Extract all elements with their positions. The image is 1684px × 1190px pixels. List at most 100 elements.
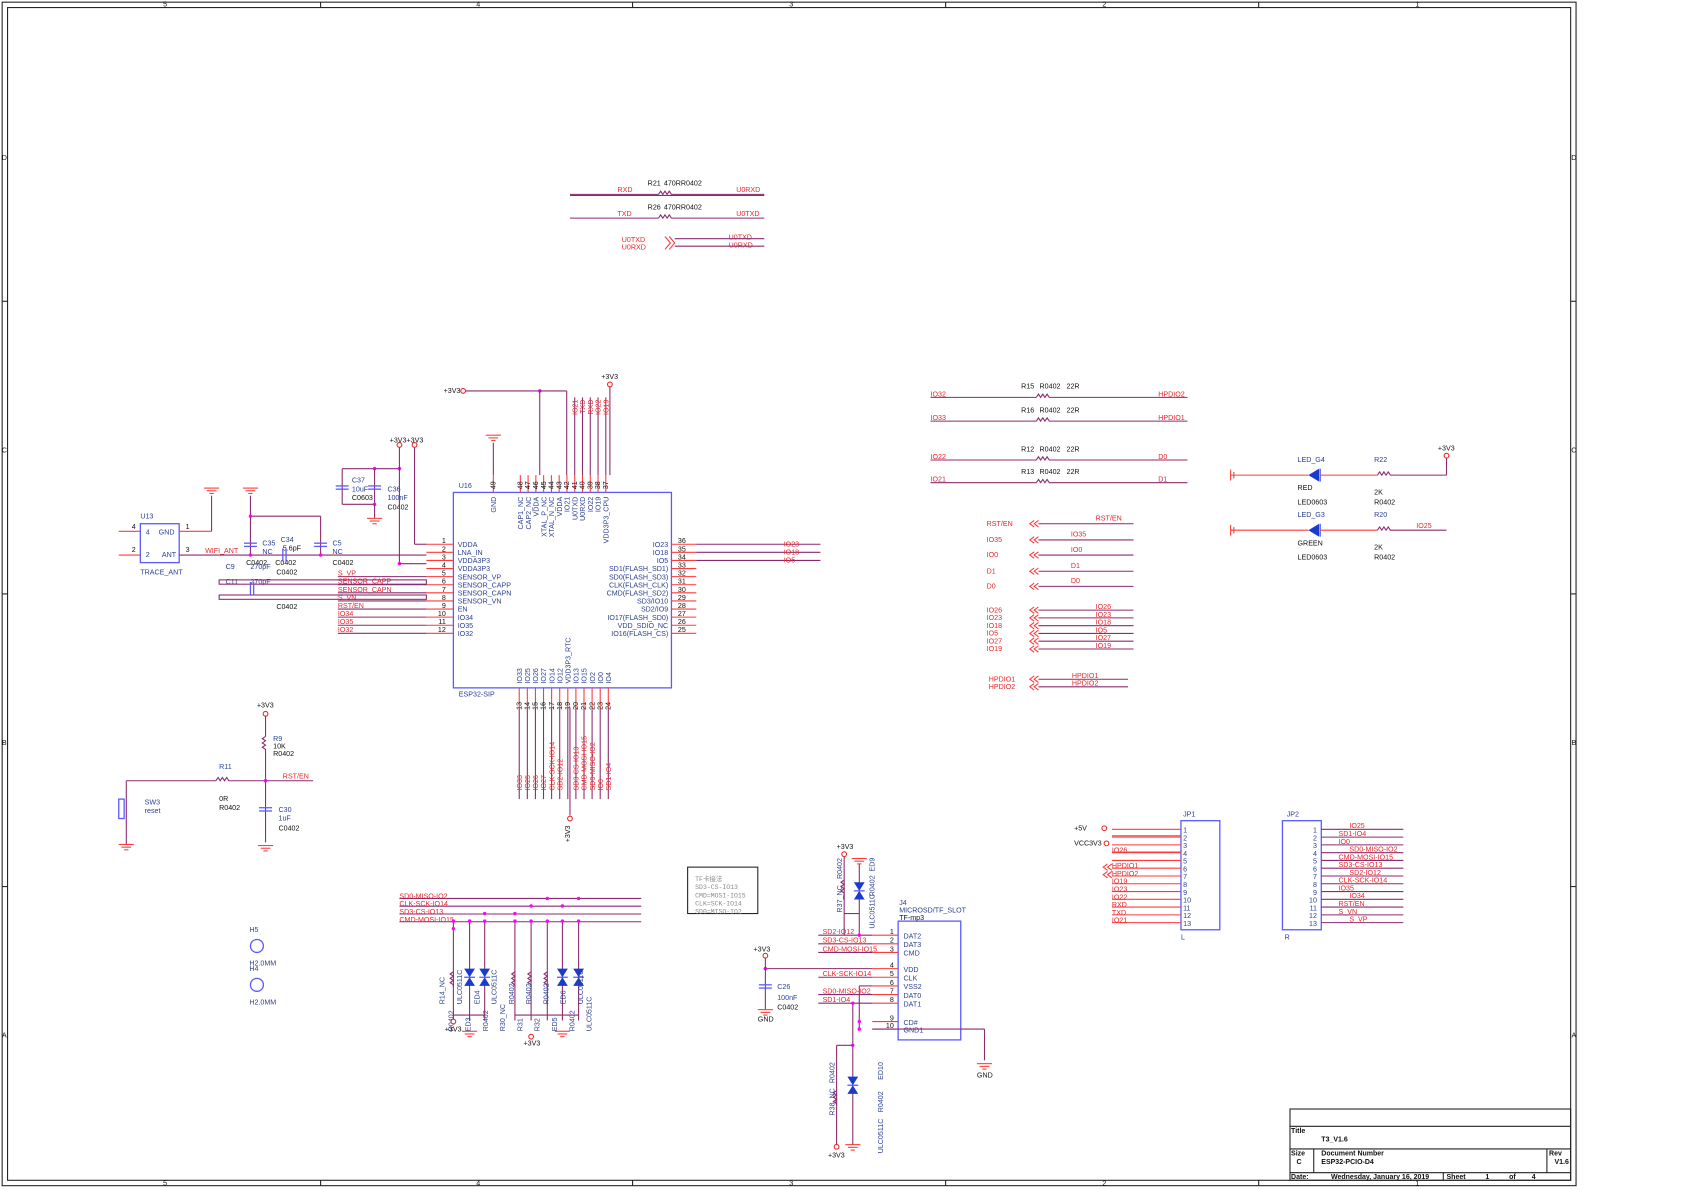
pin-number: 4 bbox=[442, 561, 446, 569]
junction-dot bbox=[248, 514, 253, 518]
label: +3V3 bbox=[257, 701, 274, 709]
net-label: IO35 bbox=[338, 618, 353, 626]
label: IO32 bbox=[931, 390, 946, 398]
net-label: HPDIO1 bbox=[1112, 862, 1139, 870]
pin-name: IO18 bbox=[653, 549, 668, 557]
column-label: 5 bbox=[163, 1180, 167, 1188]
label: R0402 bbox=[1040, 445, 1061, 453]
pin-name: VDD bbox=[904, 966, 919, 974]
label: H4 bbox=[249, 965, 258, 973]
junction-dot bbox=[529, 904, 533, 908]
label: GND bbox=[159, 529, 175, 537]
junction-dot bbox=[857, 933, 861, 937]
net-label: S_VP bbox=[338, 570, 356, 578]
u16-ref: U16 bbox=[459, 482, 472, 490]
label: IO27 bbox=[987, 637, 1002, 645]
net-label: SD3-CS-IO13 bbox=[573, 747, 581, 791]
pin-name: CLK bbox=[904, 975, 918, 983]
label: 4 bbox=[146, 529, 150, 537]
pin-name: DAT2 bbox=[904, 932, 922, 940]
pin-name: IO17(FLASH_SD0) bbox=[607, 614, 668, 622]
net-label: U0RXD bbox=[622, 243, 646, 251]
pin-number: 10 bbox=[1183, 897, 1191, 905]
row-label: B bbox=[1572, 739, 1577, 747]
column-label: 5 bbox=[163, 0, 167, 8]
net-label: SENSOR_CAPP bbox=[338, 578, 392, 586]
pin-name: VSS2 bbox=[904, 983, 922, 991]
row-label: A bbox=[1572, 1032, 1577, 1040]
label: IO18 bbox=[987, 622, 1002, 630]
pin-number: 12 bbox=[1309, 912, 1317, 920]
pin-number: 7 bbox=[890, 987, 894, 995]
pin-name: U0TXD bbox=[571, 497, 579, 520]
net-label: IO23 bbox=[784, 540, 799, 548]
junction-dot bbox=[318, 553, 323, 557]
label: 4 bbox=[132, 523, 136, 531]
led-icon bbox=[1308, 523, 1320, 537]
pin-number: 11 bbox=[1310, 904, 1317, 912]
junction-dot bbox=[529, 919, 533, 923]
label: 100nF bbox=[388, 494, 409, 502]
part-label: ULC0511C bbox=[577, 970, 585, 1005]
label: Title bbox=[1291, 1128, 1305, 1135]
label: +3V3 bbox=[1438, 444, 1455, 452]
pin-number: 13 bbox=[1183, 920, 1191, 928]
label: R0402 bbox=[1040, 468, 1061, 476]
resistor-icon bbox=[658, 190, 674, 196]
pin-name: IO33 bbox=[516, 668, 524, 683]
label: +3V3 bbox=[837, 843, 854, 851]
net-label: IO32 bbox=[338, 626, 353, 634]
pin-name: GND bbox=[490, 497, 498, 513]
net-label: IO19 bbox=[1112, 878, 1127, 886]
part-label: R14_NC bbox=[439, 977, 447, 1004]
net-label: IO25 bbox=[524, 775, 532, 790]
u13-body bbox=[139, 523, 180, 564]
resistor-icon bbox=[1376, 525, 1393, 532]
net-label: SD2-IO12 bbox=[1349, 869, 1381, 877]
pin-name: VDDA3P3 bbox=[458, 565, 490, 573]
net-label: HPDIO2 bbox=[1112, 870, 1139, 878]
junction-dot bbox=[451, 919, 456, 923]
pin-number: 35 bbox=[678, 545, 686, 553]
label: HPDIO2 bbox=[989, 683, 1016, 691]
net-port-icon bbox=[1028, 645, 1039, 653]
part-label: ULC0511C bbox=[586, 997, 594, 1032]
net-label: IO33 bbox=[516, 775, 524, 790]
pin-name: IO4 bbox=[605, 672, 613, 684]
power-port-icon bbox=[1103, 840, 1110, 847]
net-port-icon bbox=[1028, 520, 1039, 528]
pin-number: 11 bbox=[438, 618, 445, 626]
resistor-icon bbox=[261, 736, 267, 752]
net-label: CMD-MOSI-IO15 bbox=[1339, 853, 1394, 861]
pin-number: 2 bbox=[890, 937, 894, 945]
pin-name: SENSOR_CAPP bbox=[458, 581, 512, 589]
pin-number: 7 bbox=[1183, 873, 1187, 881]
pin-number: 4 bbox=[1183, 850, 1187, 858]
net-label: TXD bbox=[1112, 909, 1126, 917]
label: GND bbox=[758, 1016, 774, 1024]
pin-name: IO2 bbox=[589, 672, 597, 684]
column-label: 3 bbox=[789, 1180, 793, 1188]
net-label: SD0-MISO-IO2 bbox=[823, 987, 871, 995]
label: R26 bbox=[648, 203, 661, 211]
label: 22R bbox=[1067, 445, 1080, 453]
net-port-icon bbox=[1028, 606, 1039, 614]
part-label: ULC0511C bbox=[456, 970, 464, 1005]
label: C0402 bbox=[777, 1004, 798, 1012]
column-label: 3 bbox=[789, 0, 793, 8]
net-port-icon bbox=[1028, 637, 1039, 645]
row-label: D bbox=[2, 154, 7, 162]
net-port-icon bbox=[1028, 582, 1039, 591]
label: JP1 bbox=[1183, 810, 1195, 818]
pin-number: 4 bbox=[1313, 850, 1317, 858]
label: 2 bbox=[132, 546, 136, 554]
net-port-icon bbox=[1028, 567, 1039, 575]
pin-number: 41 bbox=[571, 481, 579, 489]
net-label: IO21 bbox=[571, 400, 579, 415]
pin-name: IO27 bbox=[540, 668, 548, 683]
net-label: SD1-IO4 bbox=[823, 996, 851, 1004]
pin-name: IO34 bbox=[458, 614, 473, 622]
label: R11 bbox=[219, 763, 232, 771]
label: LED0603 bbox=[1298, 553, 1328, 561]
jp1-body bbox=[1180, 820, 1221, 931]
